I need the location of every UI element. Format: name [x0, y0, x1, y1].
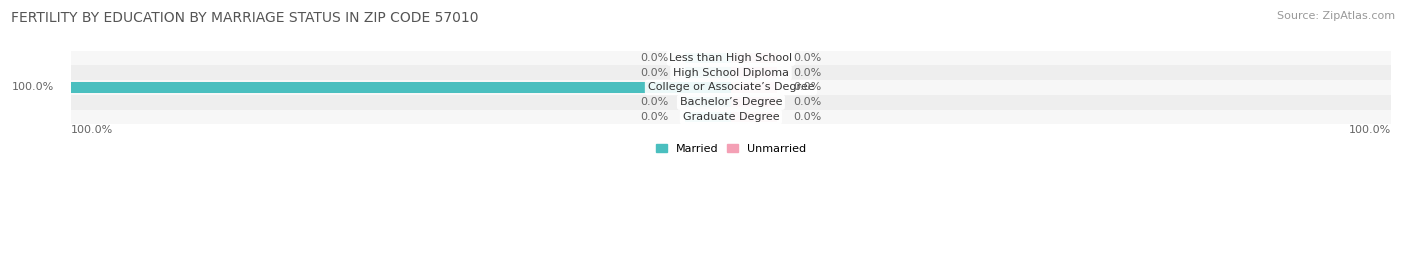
- Text: Less than High School: Less than High School: [669, 53, 793, 63]
- Text: College or Associate’s Degree: College or Associate’s Degree: [648, 83, 814, 93]
- Text: 0.0%: 0.0%: [793, 97, 823, 107]
- Text: 0.0%: 0.0%: [793, 68, 823, 78]
- Bar: [70, 82, 731, 93]
- Bar: [731, 112, 778, 122]
- Legend: Married, Unmarried: Married, Unmarried: [651, 140, 811, 158]
- Bar: [70, 65, 1391, 80]
- Bar: [731, 68, 778, 78]
- Text: Graduate Degree: Graduate Degree: [683, 112, 779, 122]
- Text: 0.0%: 0.0%: [793, 112, 823, 122]
- Bar: [685, 97, 731, 107]
- Text: Source: ZipAtlas.com: Source: ZipAtlas.com: [1277, 11, 1395, 21]
- Bar: [731, 97, 778, 107]
- Bar: [731, 82, 778, 93]
- Text: 100.0%: 100.0%: [1348, 125, 1391, 135]
- Text: 0.0%: 0.0%: [640, 68, 668, 78]
- Bar: [70, 51, 1391, 65]
- Text: Bachelor’s Degree: Bachelor’s Degree: [679, 97, 782, 107]
- Text: 100.0%: 100.0%: [70, 125, 112, 135]
- Bar: [70, 95, 1391, 109]
- Text: 0.0%: 0.0%: [640, 53, 668, 63]
- Bar: [685, 68, 731, 78]
- Text: 0.0%: 0.0%: [640, 112, 668, 122]
- Bar: [70, 80, 1391, 95]
- Bar: [731, 53, 778, 63]
- Bar: [685, 112, 731, 122]
- Bar: [70, 109, 1391, 124]
- Text: High School Diploma: High School Diploma: [673, 68, 789, 78]
- Text: 0.0%: 0.0%: [640, 97, 668, 107]
- Text: 100.0%: 100.0%: [13, 83, 55, 93]
- Text: FERTILITY BY EDUCATION BY MARRIAGE STATUS IN ZIP CODE 57010: FERTILITY BY EDUCATION BY MARRIAGE STATU…: [11, 11, 479, 25]
- Text: 0.0%: 0.0%: [793, 83, 823, 93]
- Bar: [685, 53, 731, 63]
- Text: 0.0%: 0.0%: [793, 53, 823, 63]
